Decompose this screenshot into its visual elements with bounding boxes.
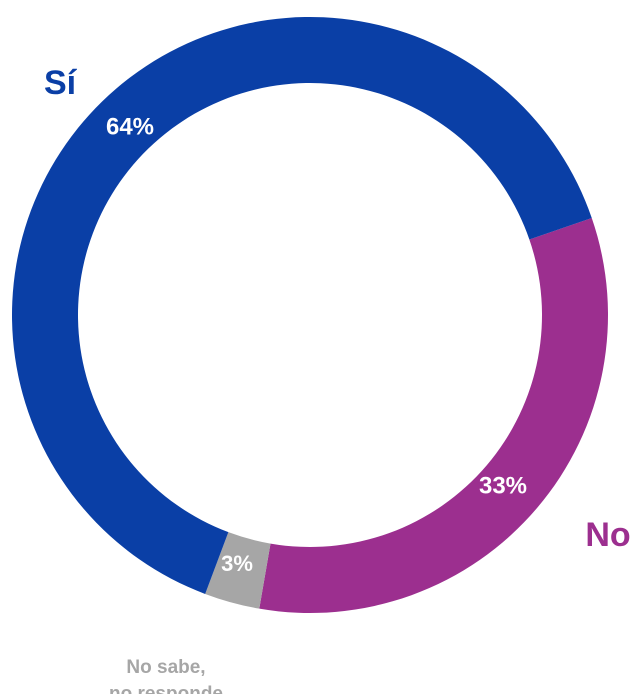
donut-segment (205, 532, 271, 609)
category-label: No (585, 516, 630, 554)
category-label: Sí (44, 64, 78, 102)
donut-segment (259, 217, 608, 613)
category-label: No sabe,no responde (109, 657, 223, 694)
value-label: 64% (106, 113, 154, 140)
value-label: 3% (221, 551, 253, 576)
value-label: 33% (479, 472, 527, 499)
